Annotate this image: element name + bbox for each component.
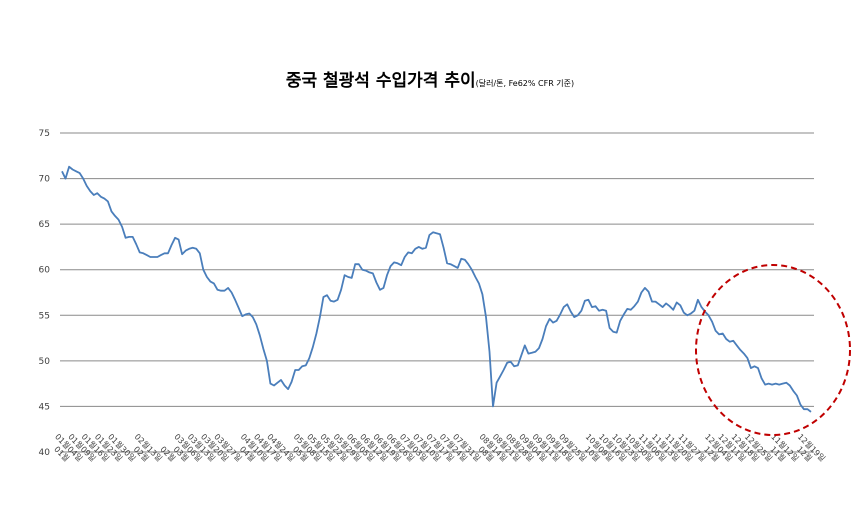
x-axis-ticks: 01월01월04일01월09일01월16일01월23일01월30일02월02월1… xyxy=(52,432,827,464)
y-axis-ticks: 40 45 50 55 60 65 70 75 xyxy=(39,129,51,458)
series-group xyxy=(61,165,812,413)
y-tick-label: 40 xyxy=(39,448,51,458)
y-tick-label: 55 xyxy=(39,311,50,321)
highlight-ellipse xyxy=(695,264,851,436)
gridlines xyxy=(60,132,814,453)
chart-title: 중국 철광석 수입가격 추이 xyxy=(285,71,476,91)
y-tick-label: 75 xyxy=(39,129,50,139)
series-line xyxy=(61,165,812,413)
chart-title-block: 중국 철광석 수입가격 추이(달러/톤, Fe62% CFR 기준) xyxy=(0,66,860,91)
y-tick-label: 60 xyxy=(39,266,51,276)
y-tick-label: 45 xyxy=(39,402,50,412)
y-tick-label: 70 xyxy=(39,175,51,185)
y-tick-label: 65 xyxy=(39,220,50,230)
chart-subtitle: (달러/톤, Fe62% CFR 기준) xyxy=(475,79,575,88)
y-tick-label: 50 xyxy=(39,357,51,367)
